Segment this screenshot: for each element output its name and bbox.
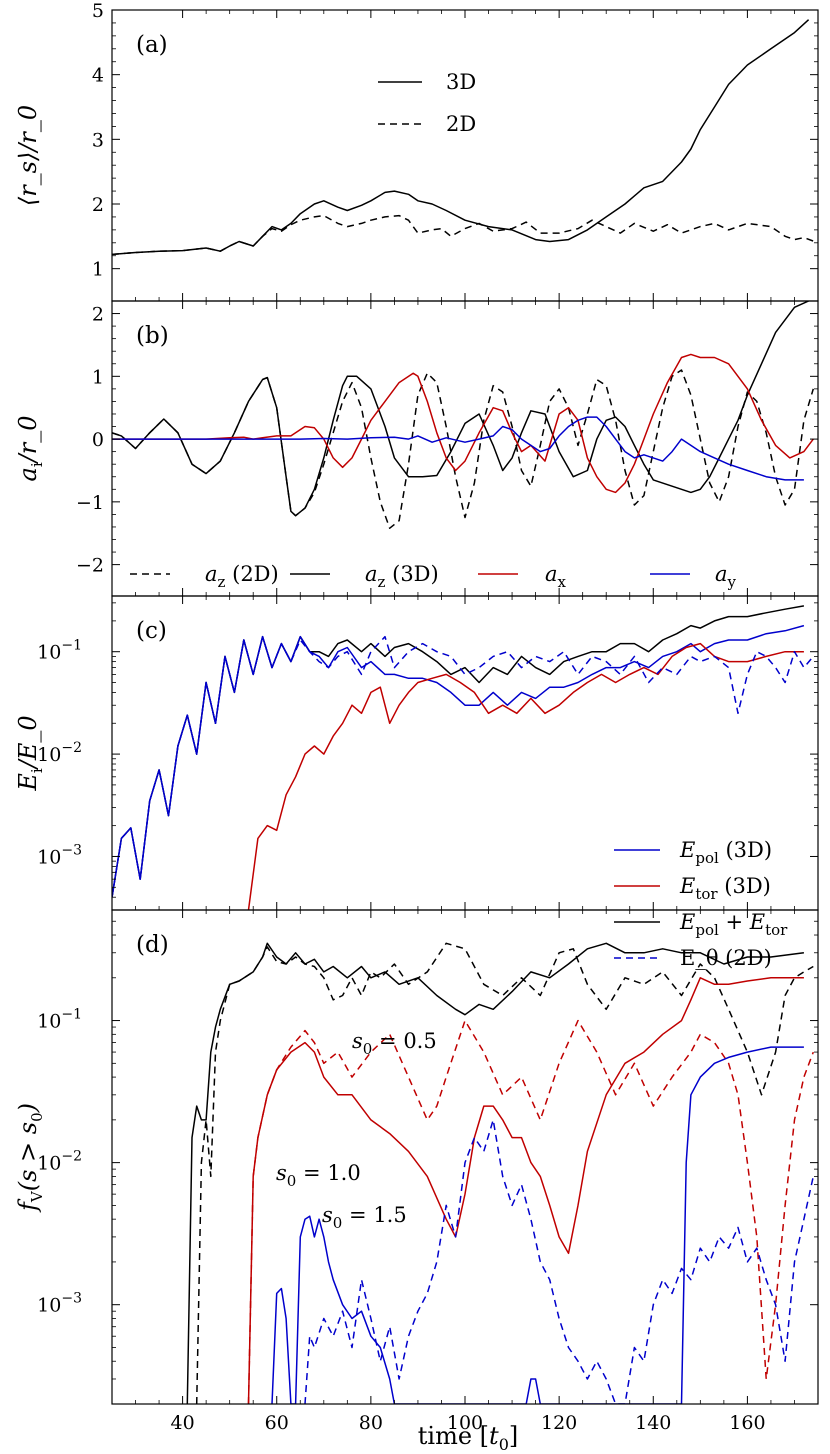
series-c-3	[112, 635, 814, 898]
series-d-0	[186, 942, 804, 1404]
panels: 1 2 3 4 5 (a) ⟨r_s⟩/r_0 3D 2D −2 −1 0 1 2 (b) ai/r_0 az​…	[14, 0, 819, 1434]
panel-b: −2 −1 0 1 2 (b) ai/r_0 az​ (2D) az​ (3D) ax​ ay​	[14, 300, 819, 597]
annotation-d-2: s0​ = 1.5	[322, 1203, 407, 1232]
series-b-1	[112, 369, 815, 529]
series-a-1	[112, 214, 818, 256]
series-a-0	[112, 19, 810, 256]
panel-label-d: (d)	[136, 932, 169, 958]
legend-label-a-1: 2D	[446, 112, 476, 136]
legend-label-c-2: Epol​ + Etor​	[679, 910, 788, 939]
legend-label-a-0: 3D	[446, 70, 476, 94]
ytick-label-c-0: 10−3	[37, 842, 82, 868]
ytick-label-b-2: 0	[92, 429, 104, 451]
xtick-label-2: 80	[359, 1412, 383, 1434]
ytick-label-b-4: 2	[92, 304, 104, 326]
annotation-d-0: s0​ = 0.5	[352, 1029, 437, 1058]
ytick-label-d-1: 10−2	[37, 1149, 82, 1175]
series-d-2	[247, 977, 804, 1404]
panel-label-b: (b)	[136, 323, 169, 349]
ytick-label-a-0: 1	[92, 259, 104, 281]
ylabel-c: Ei/E_0	[14, 715, 46, 791]
xtick-label-3: 100	[447, 1412, 483, 1434]
series-d-5	[304, 1119, 815, 1404]
legend-label-b-1: az​ (3D)	[365, 562, 439, 591]
ytick-label-a-2: 3	[92, 129, 104, 151]
ylabel-a: ⟨r_s⟩/r_0	[14, 105, 42, 206]
axes-frame-a	[111, 9, 819, 302]
legend-label-c-1: Etor​ (3D)	[679, 874, 771, 903]
xtick-label-5: 140	[635, 1412, 671, 1434]
ylabel-text-d: fV(s > s0)	[14, 1103, 46, 1213]
ylabel-text-a: ⟨r_s⟩/r_0	[14, 105, 42, 206]
ylabel-text-b: ai/r_0	[14, 416, 46, 482]
ytick-label-b-1: −1	[76, 492, 104, 514]
legend-label-c-0: Epol​ (3D)	[679, 838, 772, 867]
panel-label-c: (c)	[136, 618, 167, 644]
ylabel-b: ai/r_0	[14, 416, 46, 482]
panel-a: 1 2 3 4 5 (a) ⟨r_s⟩/r_0 3D 2D	[14, 0, 819, 302]
ytick-label-a-3: 4	[92, 65, 104, 87]
ylabel-text-c: Ei/E_0	[14, 715, 46, 791]
axes-frame-d	[111, 909, 819, 1405]
ytick-label-b-3: 1	[92, 366, 104, 388]
ytick-label-c-1: 10−2	[37, 740, 82, 766]
series-c-2	[247, 642, 804, 910]
ytick-label-d-0: 10−3	[37, 1291, 82, 1317]
ytick-label-c-2: 10−1	[37, 638, 82, 664]
xtick-label-1: 60	[265, 1412, 289, 1434]
panel-c: 10−3 10−2 10−1 (c) Ei/E_0 Epol​ (3D) Etor​ (3D…	[14, 595, 819, 970]
panel-d: 40 60 80 100 120 140 160 10−3 10−2 10−1 (d) fV(s > …	[14, 909, 819, 1434]
x-axis-label: time [t0]	[418, 1422, 519, 1454]
xtick-label-6: 160	[729, 1412, 765, 1434]
ytick-label-b-0: −2	[76, 555, 104, 577]
legend-label-b-0: az​ (2D)	[205, 562, 279, 591]
series-b-3	[112, 416, 804, 481]
ytick-label-a-1: 2	[92, 194, 104, 216]
series-d-4	[271, 1046, 804, 1404]
series-d-1	[195, 942, 814, 1404]
series-d-3	[247, 1019, 815, 1404]
ylabel-d: fV(s > s0)	[14, 1103, 46, 1213]
axes-frame-b	[111, 300, 819, 597]
xtick-label-0: 40	[171, 1412, 195, 1434]
legend-label-b-2: ax​	[545, 562, 567, 591]
annotation-d-1: s0​ = 1.0	[276, 1161, 361, 1190]
legend-label-b-3: ay​	[715, 562, 737, 591]
ytick-label-a-4: 5	[92, 0, 104, 22]
legend-label-c-3: E_θ (2D)	[680, 946, 772, 970]
ytick-label-d-2: 10−1	[37, 1007, 82, 1033]
panel-label-a: (a)	[136, 32, 168, 58]
xtick-label-4: 120	[541, 1412, 577, 1434]
series-b-0	[112, 301, 809, 517]
series-b-2	[112, 353, 814, 494]
